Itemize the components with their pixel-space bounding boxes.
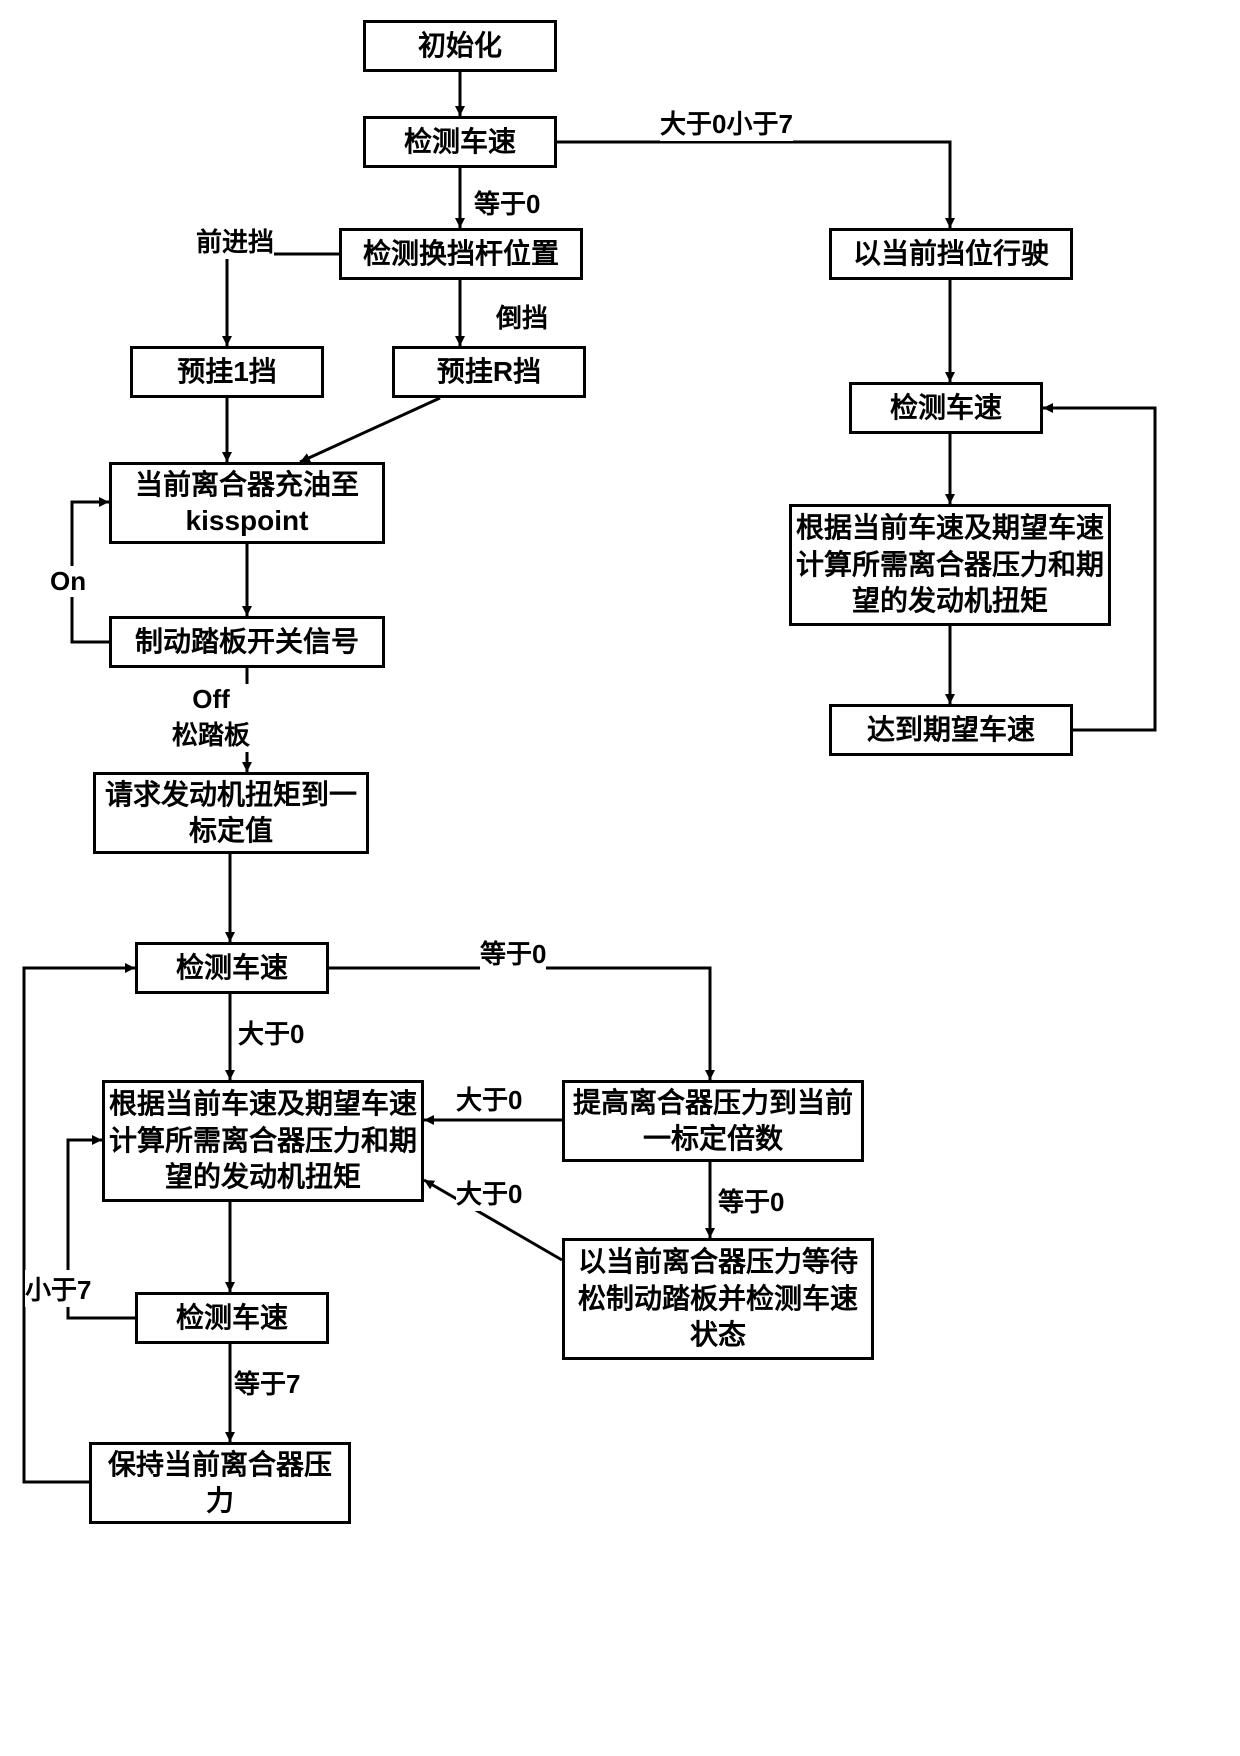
edge-label: Off 松踏板 — [172, 684, 250, 752]
node-label: 预挂R挡 — [437, 354, 541, 390]
flowchart-node: 检测车速 — [363, 116, 557, 168]
flowchart-node: 以当前离合器压力等待松制动踏板并检测车速状态 — [562, 1238, 874, 1360]
edge-label: 等于7 — [234, 1364, 300, 1401]
node-label: 以当前离合器压力等待松制动踏板并检测车速状态 — [569, 1244, 867, 1353]
flowchart-node: 请求发动机扭矩到一标定值 — [93, 772, 369, 854]
edge-label: 等于0 — [474, 184, 540, 221]
flowchart-edge — [300, 398, 440, 462]
edge-label-text: On — [50, 566, 86, 596]
node-label: 根据当前车速及期望车速计算所需离合器压力和期望的发动机扭矩 — [796, 510, 1104, 619]
edge-label: 倒挡 — [496, 298, 548, 335]
flowchart-edge — [329, 968, 710, 1080]
edge-label: 大于0 — [456, 1174, 522, 1211]
edge-label-text: 小于7 — [25, 1275, 91, 1305]
flowchart-node: 以当前挡位行驶 — [829, 228, 1073, 280]
flowchart-node: 检测车速 — [135, 1292, 329, 1344]
node-label: 提高离合器压力到当前一标定倍数 — [569, 1085, 857, 1158]
flowchart-node: 初始化 — [363, 20, 557, 72]
node-label: 检测车速 — [176, 950, 288, 986]
node-label: 请求发动机扭矩到一标定值 — [100, 777, 362, 850]
node-label: 检测车速 — [176, 1300, 288, 1336]
edge-label: 大于0小于7 — [660, 104, 793, 141]
edge-label-text: 大于0 — [238, 1019, 304, 1049]
edge-label-text: 大于0 — [456, 1085, 522, 1115]
flowchart-node: 检测车速 — [849, 382, 1043, 434]
edge-label: On — [50, 566, 86, 597]
edge-label-text: 等于0 — [718, 1187, 784, 1217]
node-label: 初始化 — [418, 28, 502, 64]
flowchart-node: 提高离合器压力到当前一标定倍数 — [562, 1080, 864, 1162]
flowchart-node: 预挂1挡 — [130, 346, 324, 398]
edge-label-text: 大于0小于7 — [660, 109, 793, 139]
edge-label-text: 等于0 — [480, 939, 546, 969]
flowchart-edge — [24, 968, 135, 1482]
flowchart-node: 当前离合器充油至kisspoint — [109, 462, 385, 544]
edge-label: 等于0 — [480, 934, 546, 971]
flowchart-node: 检测换挡杆位置 — [339, 228, 583, 280]
edge-label-text: Off 松踏板 — [172, 684, 250, 750]
edge-label: 前进挡 — [196, 222, 274, 259]
flowchart-node: 制动踏板开关信号 — [109, 616, 385, 668]
node-label: 检测换挡杆位置 — [363, 236, 559, 272]
edge-label-text: 前进挡 — [196, 227, 274, 257]
edge-label-text: 等于7 — [234, 1369, 300, 1399]
flowchart-node: 检测车速 — [135, 942, 329, 994]
flowchart-node: 预挂R挡 — [392, 346, 586, 398]
edge-label-text: 大于0 — [456, 1179, 522, 1209]
node-label: 检测车速 — [404, 124, 516, 160]
edge-label: 大于0 — [238, 1014, 304, 1051]
node-label: 根据当前车速及期望车速计算所需离合器压力和期望的发动机扭矩 — [109, 1086, 417, 1195]
node-label: 检测车速 — [890, 390, 1002, 426]
flowchart-node: 根据当前车速及期望车速计算所需离合器压力和期望的发动机扭矩 — [102, 1080, 424, 1202]
node-label: 当前离合器充油至kisspoint — [116, 467, 378, 540]
edge-label: 大于0 — [456, 1080, 522, 1117]
edge-label: 小于7 — [25, 1270, 91, 1307]
flowchart-node: 根据当前车速及期望车速计算所需离合器压力和期望的发动机扭矩 — [789, 504, 1111, 626]
flowchart-node: 保持当前离合器压力 — [89, 1442, 351, 1524]
node-label: 保持当前离合器压力 — [96, 1447, 344, 1520]
edge-label-text: 倒挡 — [496, 303, 548, 333]
flowchart-edge — [227, 254, 339, 346]
node-label: 以当前挡位行驶 — [853, 236, 1049, 272]
flowchart-edge — [557, 142, 950, 228]
flowchart-node: 达到期望车速 — [829, 704, 1073, 756]
node-label: 预挂1挡 — [177, 354, 277, 390]
node-label: 制动踏板开关信号 — [135, 624, 359, 660]
edge-label: 等于0 — [718, 1182, 784, 1219]
node-label: 达到期望车速 — [867, 712, 1035, 748]
edge-label-text: 等于0 — [474, 189, 540, 219]
